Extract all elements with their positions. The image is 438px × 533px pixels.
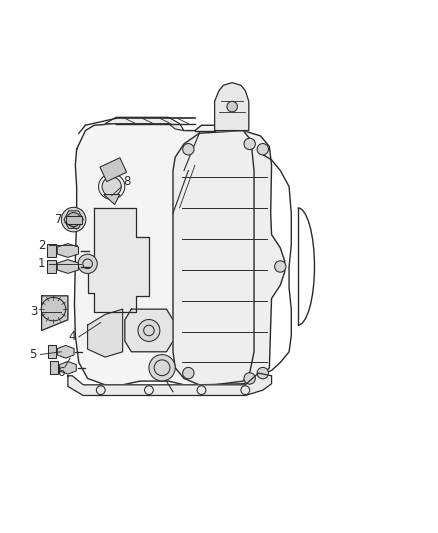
- Circle shape: [227, 101, 237, 112]
- Polygon shape: [173, 131, 285, 385]
- Text: 6: 6: [57, 366, 65, 378]
- Circle shape: [244, 138, 255, 150]
- Text: 4: 4: [68, 330, 76, 343]
- Bar: [100, 158, 127, 182]
- Polygon shape: [215, 83, 249, 131]
- Text: 2: 2: [38, 239, 46, 252]
- Bar: [48, 345, 56, 358]
- Polygon shape: [68, 373, 272, 395]
- Text: 7: 7: [54, 213, 62, 226]
- Circle shape: [257, 367, 268, 379]
- Bar: [66, 215, 81, 224]
- Ellipse shape: [102, 177, 121, 196]
- Circle shape: [257, 143, 268, 155]
- Polygon shape: [88, 309, 123, 357]
- Ellipse shape: [41, 297, 66, 321]
- Circle shape: [275, 261, 286, 272]
- Circle shape: [183, 367, 194, 379]
- Text: 5: 5: [29, 348, 36, 361]
- Polygon shape: [64, 211, 83, 228]
- Bar: [47, 244, 56, 257]
- Polygon shape: [104, 195, 120, 205]
- Circle shape: [67, 213, 81, 227]
- Bar: [50, 361, 58, 374]
- Circle shape: [61, 207, 86, 232]
- Polygon shape: [74, 124, 254, 385]
- Polygon shape: [125, 309, 173, 352]
- Polygon shape: [42, 296, 68, 330]
- Polygon shape: [105, 117, 184, 131]
- Text: 1: 1: [38, 257, 46, 270]
- Polygon shape: [60, 361, 76, 374]
- Circle shape: [138, 319, 160, 342]
- Bar: [47, 260, 56, 273]
- Polygon shape: [57, 345, 74, 358]
- Polygon shape: [57, 260, 78, 273]
- Text: 8: 8: [124, 175, 131, 188]
- Circle shape: [183, 143, 194, 155]
- Polygon shape: [88, 208, 149, 312]
- Polygon shape: [57, 244, 78, 257]
- Text: 3: 3: [30, 305, 37, 318]
- Circle shape: [244, 373, 255, 384]
- Circle shape: [78, 254, 97, 273]
- Circle shape: [149, 354, 175, 381]
